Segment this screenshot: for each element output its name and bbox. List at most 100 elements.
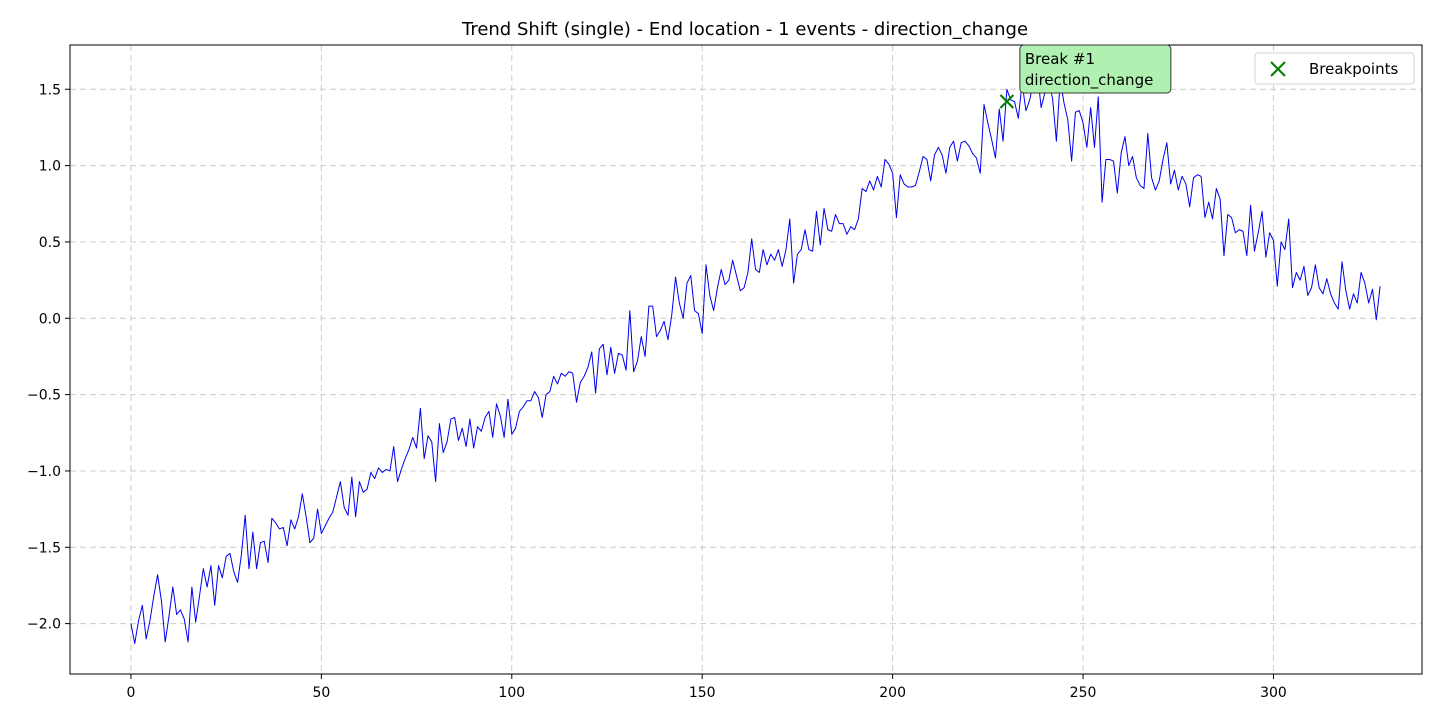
data-point <box>675 276 676 277</box>
data-point <box>149 620 150 621</box>
data-point <box>987 122 988 123</box>
data-point <box>614 373 615 374</box>
data-point <box>1273 240 1274 241</box>
data-point <box>808 249 809 250</box>
data-point <box>408 449 409 450</box>
data-point <box>576 402 577 403</box>
data-point <box>207 586 208 587</box>
data-point <box>313 538 314 539</box>
data-point <box>565 376 566 377</box>
x-tick-label: 200 <box>879 685 906 701</box>
data-point <box>705 264 706 265</box>
data-point <box>534 391 535 392</box>
data-point <box>938 147 939 148</box>
data-point <box>1334 302 1335 303</box>
data-point <box>1227 214 1228 215</box>
data-point <box>949 147 950 148</box>
data-point <box>976 157 977 158</box>
data-point <box>325 525 326 526</box>
data-point <box>515 428 516 429</box>
data-point <box>1357 302 1358 303</box>
data-point <box>1265 257 1266 258</box>
data-point <box>454 417 455 418</box>
data-point <box>397 481 398 482</box>
data-point <box>420 408 421 409</box>
data-point <box>214 605 215 606</box>
data-point <box>542 417 543 418</box>
data-point <box>344 507 345 508</box>
data-point <box>374 478 375 479</box>
data-point <box>827 229 828 230</box>
data-point <box>347 515 348 516</box>
data-point <box>309 542 310 543</box>
data-point <box>1090 107 1091 108</box>
data-point <box>496 403 497 404</box>
data-point <box>1288 218 1289 219</box>
data-point <box>728 280 729 281</box>
data-point <box>1231 217 1232 218</box>
data-point <box>1162 159 1163 160</box>
data-point <box>1159 180 1160 181</box>
data-point <box>553 376 554 377</box>
data-point <box>804 229 805 230</box>
data-point <box>789 218 790 219</box>
data-point <box>961 142 962 143</box>
data-point <box>732 260 733 261</box>
data-point <box>1254 251 1255 252</box>
data-point <box>637 360 638 361</box>
data-point <box>980 173 981 174</box>
data-point <box>504 437 505 438</box>
data-point <box>1380 286 1381 287</box>
data-point <box>157 574 158 575</box>
data-point <box>1124 136 1125 137</box>
data-point <box>690 275 691 276</box>
series-line <box>130 71 1381 644</box>
axes-frame <box>69 44 1423 675</box>
data-point <box>340 481 341 482</box>
data-point <box>351 476 352 477</box>
plot-area <box>130 71 1381 644</box>
data-point <box>168 615 169 616</box>
data-point <box>580 382 581 383</box>
breakpoint-marker <box>999 94 1015 109</box>
data-point <box>892 173 893 174</box>
data-point <box>1261 211 1262 212</box>
data-point <box>1128 165 1129 166</box>
data-point <box>561 373 562 374</box>
data-point <box>881 186 882 187</box>
data-point <box>797 254 798 255</box>
data-point <box>264 541 265 542</box>
data-point <box>595 392 596 393</box>
data-point <box>915 185 916 186</box>
data-point <box>683 318 684 319</box>
data-point <box>1052 98 1053 99</box>
data-point <box>968 145 969 146</box>
data-point <box>248 568 249 569</box>
data-point <box>511 434 512 435</box>
data-point <box>972 153 973 154</box>
data-point <box>1105 159 1106 160</box>
data-point <box>724 284 725 285</box>
data-point <box>664 321 665 322</box>
data-point <box>702 333 703 334</box>
data-point <box>1372 289 1373 290</box>
data-point <box>363 492 364 493</box>
data-point <box>903 183 904 184</box>
data-point <box>1056 141 1057 142</box>
data-point <box>778 249 779 250</box>
data-point <box>435 481 436 482</box>
data-point <box>1170 183 1171 184</box>
data-point <box>226 556 227 557</box>
data-point <box>1098 96 1099 97</box>
data-point <box>1071 160 1072 161</box>
data-point <box>606 374 607 375</box>
data-point <box>1364 283 1365 284</box>
data-point <box>884 159 885 160</box>
data-point <box>1223 255 1224 256</box>
data-point <box>1311 287 1312 288</box>
data-point <box>1121 153 1122 154</box>
breakpoint-annotation-box <box>1019 44 1172 94</box>
data-point <box>1330 293 1331 294</box>
